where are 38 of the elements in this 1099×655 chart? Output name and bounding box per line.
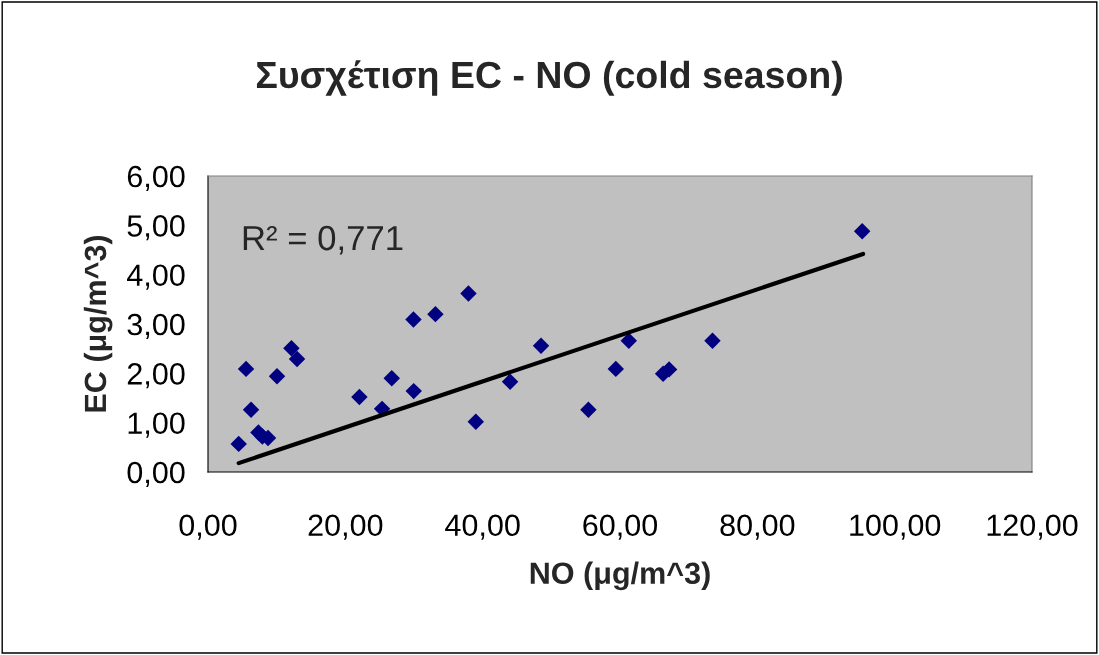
point [580, 401, 597, 419]
point [467, 413, 485, 430]
chart-title: Συσχέτιση EC - NO (cold season) [256, 60, 842, 96]
x-tick-label: 20,00 [308, 514, 383, 540]
point [704, 332, 721, 349]
x-axis-title: NO (μg/m^3) [530, 561, 710, 591]
point [853, 223, 871, 240]
y-tick-label: 2,00 [127, 363, 185, 389]
point [237, 360, 255, 378]
y-axis-title: EC (μg/m^3) [83, 235, 113, 412]
point [230, 435, 247, 453]
x-tick-label: 80,00 [720, 514, 795, 540]
y-tick-label: 1,00 [128, 412, 185, 438]
x-tick-label: 60,00 [583, 514, 658, 540]
y-tick-label: 6,00 [127, 165, 185, 191]
point [405, 311, 422, 328]
x-tick-label: 0,00 [179, 514, 237, 540]
point [283, 339, 300, 357]
point [242, 401, 260, 419]
point [383, 370, 400, 387]
point [607, 360, 625, 378]
point [427, 305, 444, 323]
y-tick-label: 4,00 [127, 264, 185, 290]
point [351, 388, 368, 406]
x-tick-label: 120,00 [987, 514, 1078, 540]
point [620, 332, 638, 349]
x-tick-label: 40,00 [445, 514, 520, 540]
y-tick-label: 3,00 [127, 313, 185, 339]
point [532, 337, 550, 354]
point [460, 285, 477, 302]
point [501, 373, 519, 390]
x-tick-label: 100,00 [850, 514, 941, 540]
point [268, 368, 286, 385]
annotation: R² = 0,771 [243, 225, 403, 255]
point [405, 382, 422, 400]
point [288, 350, 306, 368]
y-tick-label: 5,00 [127, 215, 185, 241]
y-tick-label: 0,00 [127, 461, 185, 487]
